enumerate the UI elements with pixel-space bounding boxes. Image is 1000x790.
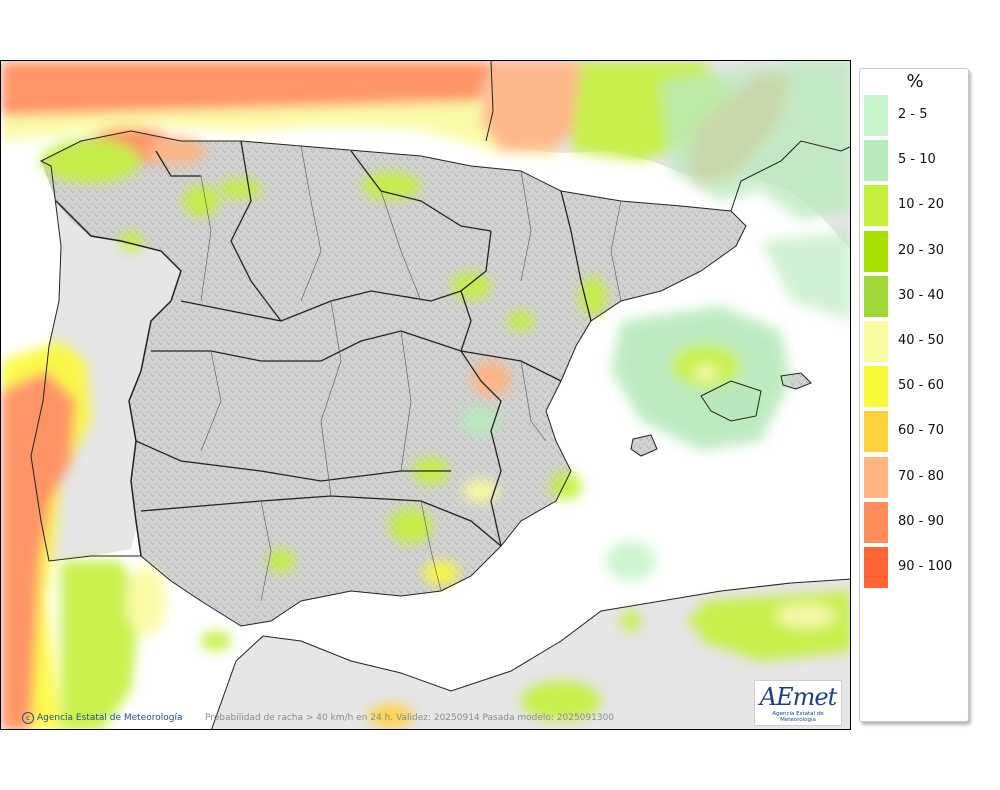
africa-coast [211, 578, 850, 729]
legend-swatch [864, 456, 888, 498]
province-border [420, 500, 442, 592]
legend: % 2 - 5 5 - 10 10 - 20 20 - 30 30 - 40 40 - 5… [859, 68, 969, 722]
legend-item: 20 - 30 [864, 230, 964, 273]
province-border [200, 175, 212, 302]
legend-label: 50 - 60 [898, 378, 945, 394]
legend-label: 90 - 100 [898, 559, 953, 574]
region-border [350, 150, 492, 232]
legend-swatch [864, 95, 888, 136]
legend-label: 40 - 50 [898, 333, 945, 348]
region-border [135, 440, 451, 482]
legend-swatch [864, 411, 888, 453]
ibiza-coast [630, 434, 658, 457]
region-border [230, 140, 282, 322]
legend-item: 5 - 10 [864, 140, 964, 182]
legend-label: 80 - 90 [898, 513, 945, 529]
legend-label: 5 - 10 [898, 152, 936, 168]
province-border [520, 170, 532, 282]
pt-border [55, 200, 182, 557]
province-border [400, 330, 412, 472]
province-border [520, 360, 547, 442]
spain-land [41, 131, 746, 626]
menorca-coast [780, 372, 812, 390]
legend-label: 10 - 20 [898, 197, 945, 213]
credit-text: Agencia Estatal de Meteorología [37, 713, 183, 723]
legend-swatch [864, 321, 888, 362]
france-coast [730, 140, 850, 212]
aemet-logo: AEmet Agencia Estatal de Meteorología [754, 680, 842, 726]
legend-swatch [864, 366, 888, 408]
legend-item: 60 - 70 [864, 411, 964, 453]
legend-label: 20 - 30 [898, 242, 945, 258]
legend-swatch [864, 185, 888, 227]
legend-label: 70 - 80 [898, 468, 945, 484]
province-border [200, 350, 222, 452]
legend-label: 30 - 40 [898, 287, 945, 303]
ibiza-land [631, 435, 657, 456]
legend-item: 90 - 100 [864, 547, 964, 589]
map-info: Probabilidad de racha > 40 km/h en 24 h.… [205, 713, 615, 723]
legend-swatch [864, 275, 888, 317]
copyright-icon: c [22, 712, 34, 724]
borders-layer [30, 61, 850, 729]
legend-item: 70 - 80 [864, 456, 964, 499]
logo-word: AEmet [759, 683, 837, 711]
province-border [260, 500, 272, 602]
forecast-map [0, 60, 851, 730]
legend-swatch [864, 547, 888, 588]
legend-item: 10 - 20 [864, 185, 964, 227]
legend-item: 30 - 40 [864, 275, 964, 318]
region-border [460, 230, 502, 547]
legend-label: 60 - 70 [898, 423, 945, 439]
legend-title: % [906, 71, 924, 92]
probability-overlay [1, 61, 850, 729]
coastline [30, 130, 747, 627]
legend-item: 50 - 60 [864, 366, 964, 408]
legend-item: 80 - 90 [864, 501, 964, 544]
province-border [320, 300, 342, 497]
province-border [300, 145, 322, 302]
province-border [380, 190, 422, 302]
legend-swatch [864, 140, 888, 182]
footer-credit: c Agencia Estatal de Meteorología [22, 712, 183, 724]
region-border [155, 150, 201, 177]
legend-item: 40 - 50 [864, 321, 964, 363]
legend-swatch [864, 501, 888, 543]
legend-label: 2 - 5 [898, 107, 928, 122]
region-border [560, 190, 592, 322]
map-canvas [1, 61, 850, 729]
legend-item: 2 - 5 [864, 95, 964, 137]
province-border [610, 200, 622, 302]
legend-swatch [864, 230, 888, 272]
france-border [485, 61, 494, 142]
mallorca-coast [700, 380, 762, 422]
logo-subtitle: Agencia Estatal de Meteorología [772, 711, 824, 723]
